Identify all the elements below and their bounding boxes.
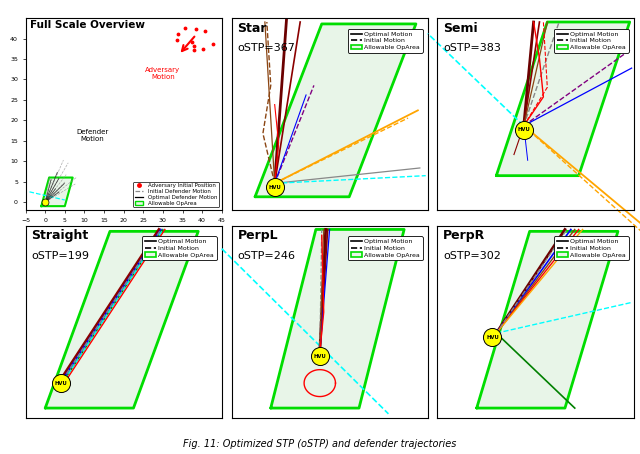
Text: HVU: HVU [486, 335, 499, 340]
Legend: Optimal Motion, Initial Motion, Allowable OpArea: Optimal Motion, Initial Motion, Allowabl… [142, 237, 217, 260]
Text: Straight: Straight [31, 229, 89, 242]
Polygon shape [271, 229, 404, 408]
Text: Star: Star [237, 22, 267, 35]
Text: Adversary
Motion: Adversary Motion [145, 67, 180, 80]
Text: Defender
Motion: Defender Motion [76, 128, 108, 142]
Text: HVU: HVU [314, 354, 326, 359]
Legend: Optimal Motion, Initial Motion, Allowable OpArea: Optimal Motion, Initial Motion, Allowabl… [348, 237, 422, 260]
Text: Fig. 11: Optimized STP (oSTP) and defender trajectories: Fig. 11: Optimized STP (oSTP) and defend… [183, 439, 457, 449]
Legend: Optimal Motion, Initial Motion, Allowable OpArea: Optimal Motion, Initial Motion, Allowabl… [554, 237, 628, 260]
Polygon shape [42, 178, 73, 206]
Text: oSTP=383: oSTP=383 [444, 43, 501, 53]
Legend: Optimal Motion, Initial Motion, Allowable OpArea: Optimal Motion, Initial Motion, Allowabl… [554, 29, 628, 53]
Text: PerpL: PerpL [237, 229, 278, 242]
Legend: Adversary Initial Position, Initial Defender Motion, Optimal Defender Motion, Al: Adversary Initial Position, Initial Defe… [133, 182, 219, 207]
Legend: Optimal Motion, Initial Motion, Allowable OpArea: Optimal Motion, Initial Motion, Allowabl… [348, 29, 422, 53]
Polygon shape [255, 24, 416, 197]
Text: PerpR: PerpR [444, 229, 486, 242]
Text: oSTP=302: oSTP=302 [444, 251, 501, 261]
Polygon shape [477, 232, 618, 408]
Polygon shape [45, 232, 198, 408]
Text: HVU: HVU [54, 380, 67, 385]
Polygon shape [496, 22, 630, 176]
Text: HVU: HVU [517, 127, 530, 132]
Text: oSTP=199: oSTP=199 [31, 251, 90, 261]
Text: Full Scale Overview: Full Scale Overview [29, 20, 145, 30]
Text: oSTP=246: oSTP=246 [237, 251, 296, 261]
Text: oSTP=367: oSTP=367 [237, 43, 295, 53]
Text: Semi: Semi [444, 22, 478, 35]
Text: HVU: HVU [268, 185, 281, 190]
